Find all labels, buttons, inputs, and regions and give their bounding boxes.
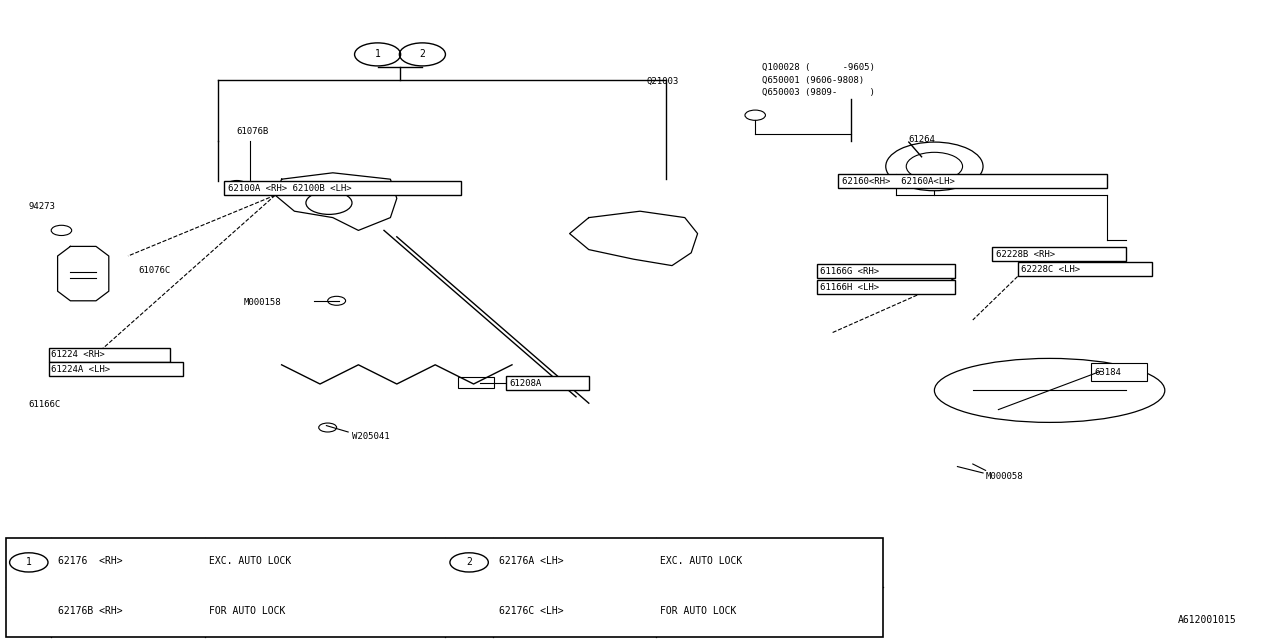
- Text: 62228B <RH>: 62228B <RH>: [996, 250, 1055, 259]
- Text: Q650001 (9606-9808): Q650001 (9606-9808): [762, 76, 864, 84]
- Text: W205041: W205041: [352, 432, 389, 441]
- Text: 61264: 61264: [909, 135, 936, 144]
- Text: 1: 1: [375, 49, 380, 60]
- Text: 2: 2: [420, 49, 425, 60]
- FancyBboxPatch shape: [506, 376, 589, 390]
- Text: EXC. AUTO LOCK: EXC. AUTO LOCK: [660, 556, 742, 566]
- Text: FOR AUTO LOCK: FOR AUTO LOCK: [660, 606, 736, 616]
- Text: 61166C: 61166C: [28, 400, 60, 409]
- FancyBboxPatch shape: [458, 377, 494, 388]
- Text: 61208A: 61208A: [509, 379, 541, 388]
- FancyBboxPatch shape: [817, 264, 955, 278]
- Text: 61224A <LH>: 61224A <LH>: [51, 365, 110, 374]
- Text: M000058: M000058: [986, 472, 1023, 481]
- FancyBboxPatch shape: [817, 280, 955, 294]
- FancyBboxPatch shape: [838, 174, 1107, 188]
- Text: 61166H <LH>: 61166H <LH>: [820, 283, 879, 292]
- FancyBboxPatch shape: [224, 181, 461, 195]
- FancyBboxPatch shape: [992, 247, 1126, 261]
- Text: 61224 <RH>: 61224 <RH>: [51, 350, 105, 359]
- Text: 62176C <LH>: 62176C <LH>: [499, 606, 563, 616]
- Text: 62176A <LH>: 62176A <LH>: [499, 556, 563, 566]
- Text: 61166G <RH>: 61166G <RH>: [820, 267, 879, 276]
- Text: FOR AUTO LOCK: FOR AUTO LOCK: [209, 606, 285, 616]
- FancyBboxPatch shape: [1018, 262, 1152, 276]
- Text: EXC. AUTO LOCK: EXC. AUTO LOCK: [209, 556, 291, 566]
- Text: 62100A <RH> 62100B <LH>: 62100A <RH> 62100B <LH>: [228, 184, 352, 193]
- FancyBboxPatch shape: [49, 362, 183, 376]
- FancyBboxPatch shape: [49, 348, 170, 362]
- Text: 61076B: 61076B: [237, 127, 269, 136]
- Text: 62176  <RH>: 62176 <RH>: [58, 556, 122, 566]
- FancyBboxPatch shape: [1091, 363, 1147, 381]
- Text: Q21003: Q21003: [646, 77, 678, 86]
- Text: 2: 2: [466, 557, 472, 568]
- Text: Q650003 (9809-      ): Q650003 (9809- ): [762, 88, 874, 97]
- Text: 1: 1: [26, 557, 32, 568]
- Text: 61076C: 61076C: [138, 266, 170, 275]
- Text: 62160<RH>  62160A<LH>: 62160<RH> 62160A<LH>: [842, 177, 955, 186]
- FancyBboxPatch shape: [6, 538, 883, 637]
- Text: 63184: 63184: [1094, 368, 1121, 377]
- Text: 62228C <LH>: 62228C <LH>: [1021, 265, 1080, 274]
- Text: 94273: 94273: [28, 202, 55, 211]
- Text: M000158: M000158: [243, 298, 280, 307]
- Text: 62176B <RH>: 62176B <RH>: [58, 606, 122, 616]
- Text: Q100028 (      -9605): Q100028 ( -9605): [762, 63, 874, 72]
- Text: A612001015: A612001015: [1178, 614, 1236, 625]
